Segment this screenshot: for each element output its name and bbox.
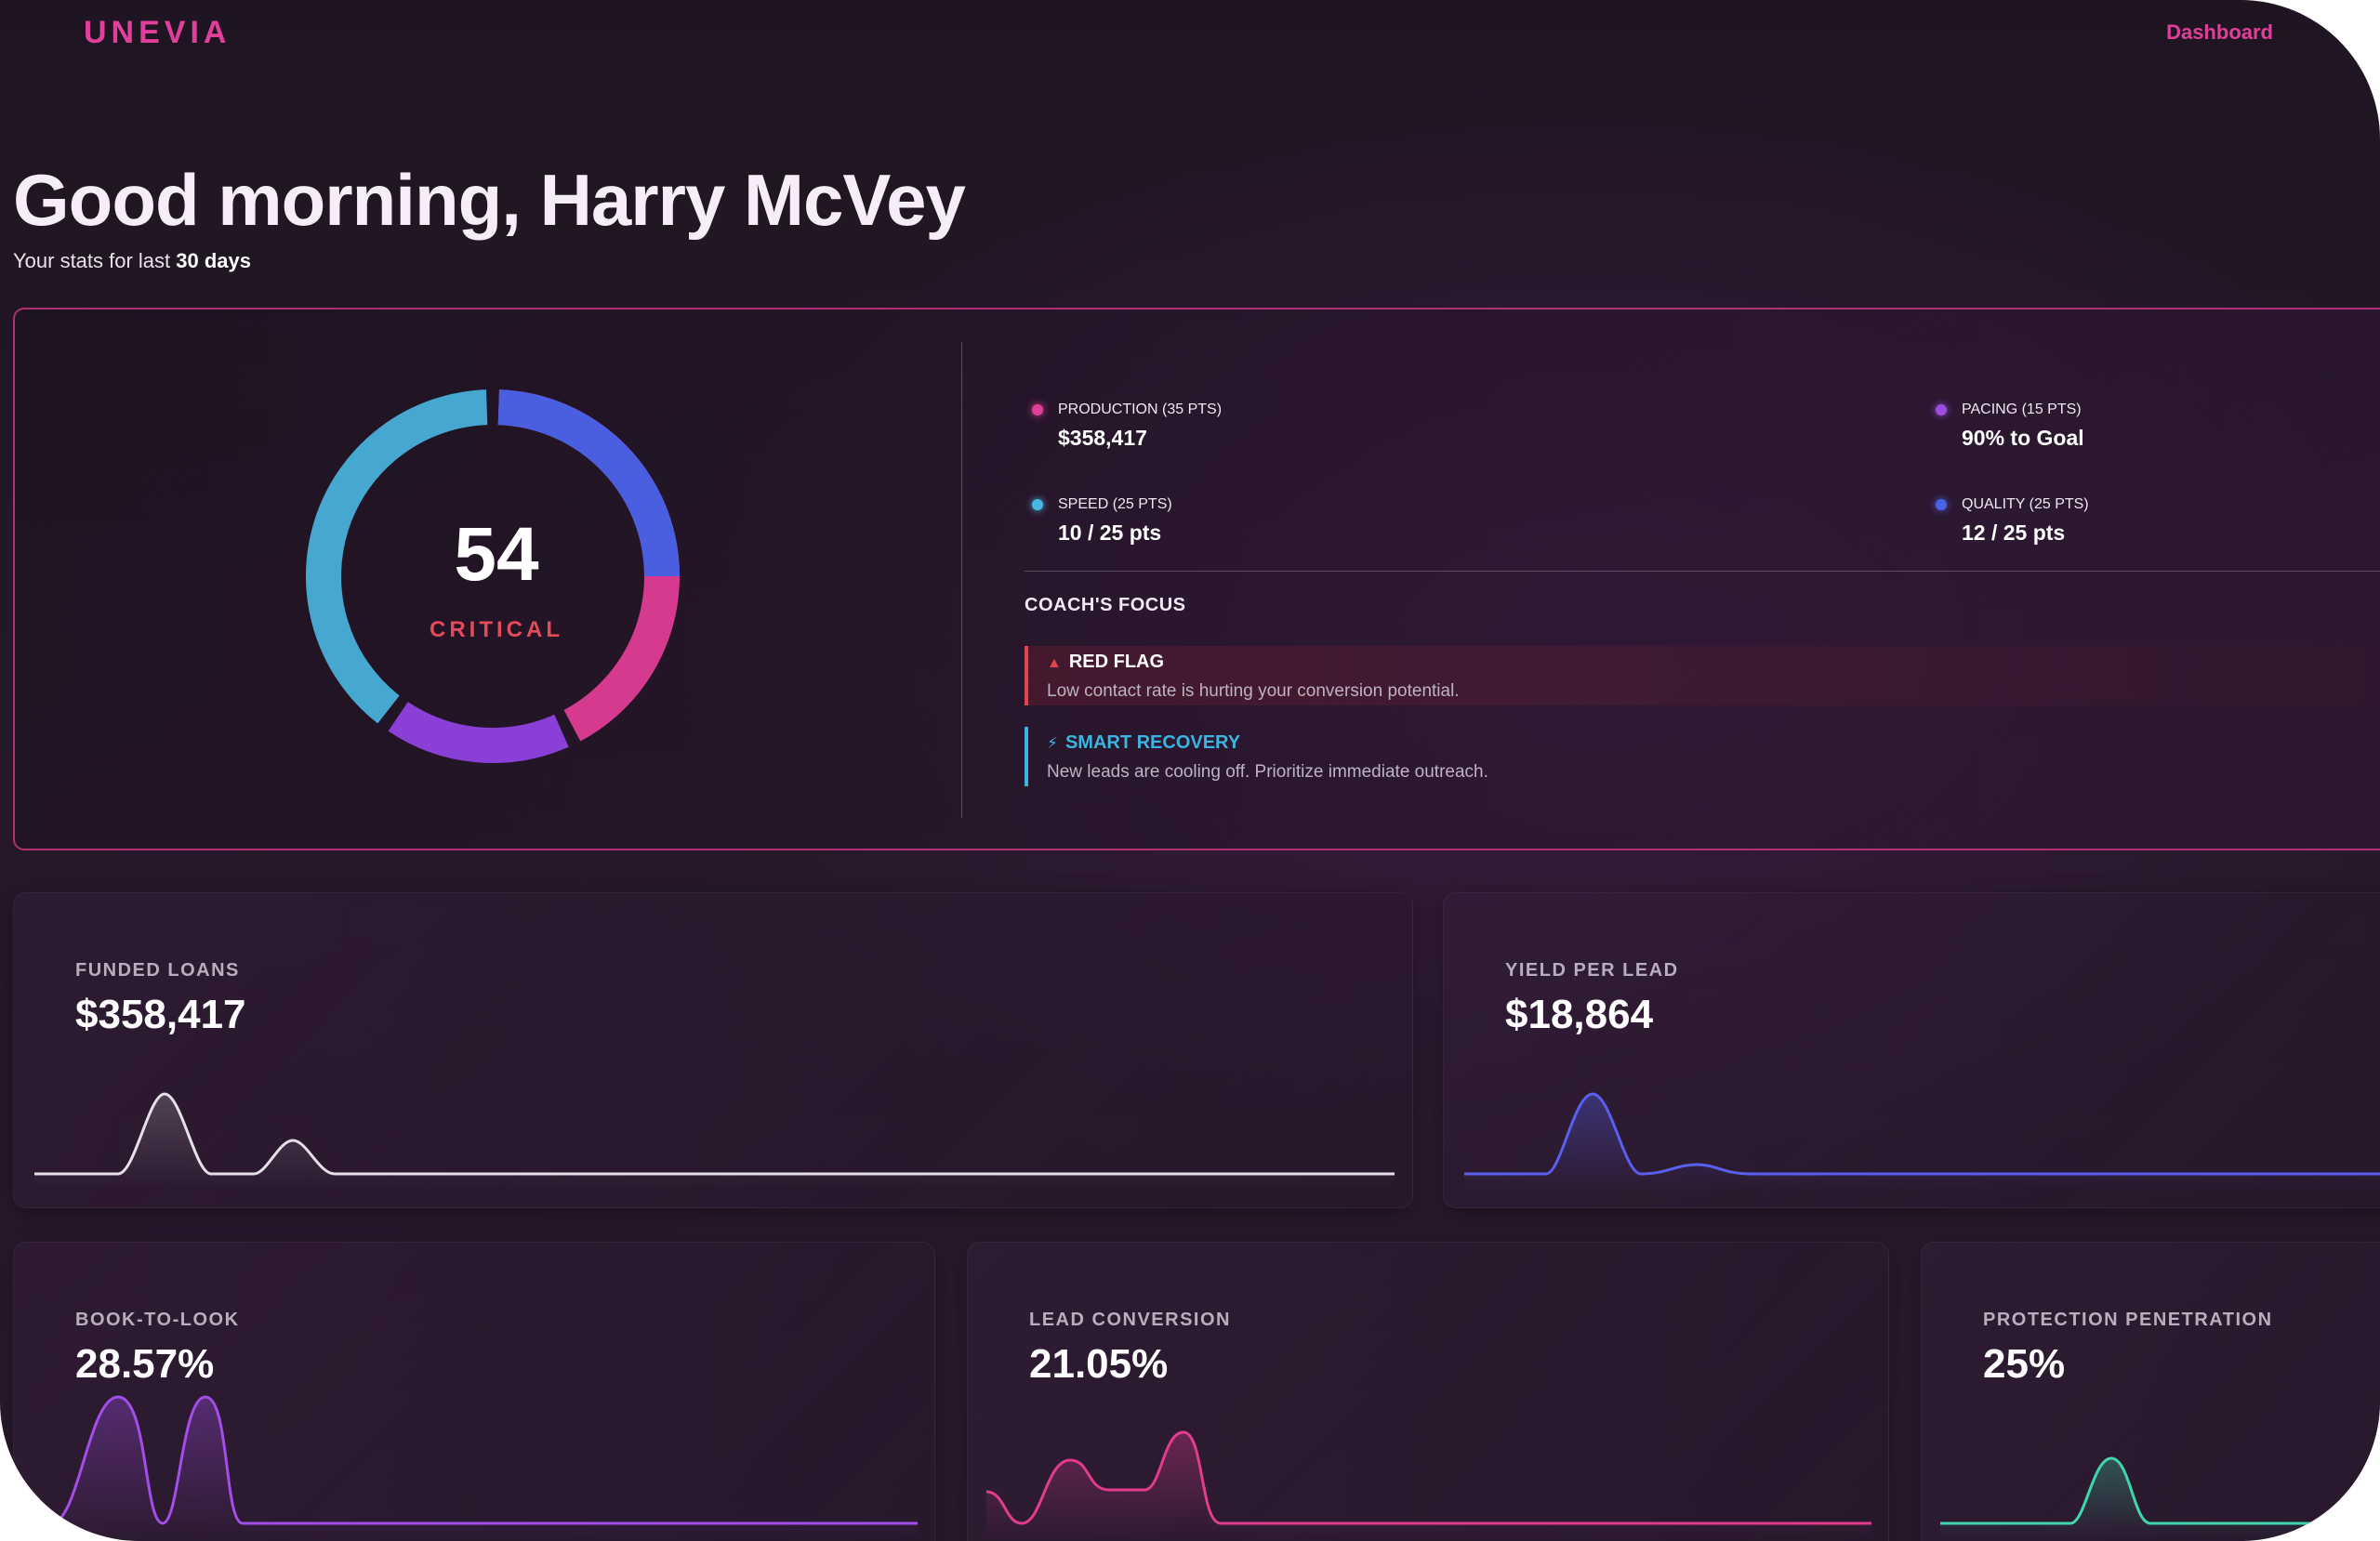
sparkline-line [1464,1092,2380,1176]
sparkline-area [34,1094,1395,1189]
warning-triangle-icon: ▲ [1047,655,1062,671]
sparkline-line [34,1092,1395,1176]
smart-recovery-title: SMART RECOVERY [1064,732,1241,753]
score-panel [13,308,2380,850]
pacing-dot [1936,404,1947,415]
sparkline-area [1940,1458,2380,1540]
metric-label: QUALITY (25 PTS) [1962,496,2089,512]
protection-penetration-card[interactable]: PROTECTION PENETRATION 25% [1921,1242,2380,1541]
subtitle-period: 30 days [176,249,252,272]
metrics-divider [1025,571,2380,572]
card-label: LEAD CONVERSION [1029,1310,1231,1330]
funded-loans-sparkline [34,1092,1395,1189]
smart-recovery-title-row: ⚡ SMART RECOVERY [1047,732,1240,754]
metric-value: 90% to Goal [1962,426,2084,450]
card-value: 28.57% [75,1341,215,1387]
page-subtitle: Your stats for last 30 days [13,249,251,273]
red-flag-alert[interactable]: ▲ RED FLAG Low contact rate is hurting yo… [1025,646,2380,705]
sparkline-line [1940,1456,2380,1525]
metric-label: SPEED (25 PTS) [1058,496,1172,512]
coach-focus-title: COACH'S FOCUS [1025,595,1186,615]
yield-per-lead-sparkline [1464,1092,2380,1191]
sparkline-line [50,1395,918,1525]
lightning-bolt-icon: ⚡ [1047,734,1058,752]
sparkline-line [985,1430,1871,1525]
card-value: $18,864 [1505,992,1654,1037]
donut-segment-speed [306,389,488,724]
card-label: BOOK-TO-LOOK [75,1310,240,1330]
smart-recovery-text: New leads are cooling off. Prioritize im… [1047,762,1488,782]
speed-dot [1032,499,1043,510]
metric-value: $358,417 [1058,426,1147,450]
score-donut-chart [306,389,680,763]
protection-penetration-sparkline [1940,1456,2380,1540]
sparkline-area [51,1397,918,1540]
sparkline-area [1464,1094,2380,1191]
brand-logo[interactable]: UNEVIA [84,15,231,50]
score-value: 54 [454,512,539,597]
lead-conversion-sparkline [985,1430,1871,1540]
metric-label: PRODUCTION (35 PTS) [1058,402,1223,417]
book-to-look-card[interactable]: BOOK-TO-LOOK 28.57% [13,1242,935,1541]
card-value: 25% [1983,1341,2066,1387]
nav-dashboard-link[interactable]: Dashboard [2166,20,2273,44]
book-to-look-sparkline [50,1395,918,1540]
score-status: CRITICAL [430,617,563,642]
red-flag-title-row: ▲ RED FLAG [1047,652,1164,673]
metric-value: 12 / 25 pts [1962,520,2066,545]
production-dot [1032,404,1043,415]
panel-divider [961,342,962,818]
card-label: PROTECTION PENETRATION [1983,1310,2273,1330]
sparkline-area [986,1432,1871,1540]
lead-conversion-card[interactable]: LEAD CONVERSION 21.05% [967,1242,1889,1541]
funded-loans-card[interactable]: FUNDED LOANS $358,417 [13,892,1413,1208]
red-flag-title: RED FLAG [1068,652,1165,672]
red-flag-text: Low contact rate is hurting your convers… [1047,681,1460,701]
donut-segments [306,389,680,763]
quality-dot [1936,499,1947,510]
card-value: $358,417 [75,992,246,1037]
card-label: FUNDED LOANS [75,960,240,981]
donut-segment-quality [497,389,680,577]
card-value: 21.05% [1029,1341,1169,1387]
page-title: Good morning, Harry McVey [13,159,966,241]
donut-segment-pacing [388,701,569,763]
smart-recovery-alert[interactable]: ⚡ SMART RECOVERY New leads are cooling of… [1025,727,2380,786]
metric-value: 10 / 25 pts [1058,520,1162,545]
subtitle-prefix: Your stats for last [13,249,177,272]
metric-label: PACING (15 PTS) [1962,402,2082,417]
card-label: YIELD PER LEAD [1505,960,1679,981]
yield-per-lead-card[interactable]: YIELD PER LEAD $18,864 [1443,892,2380,1208]
